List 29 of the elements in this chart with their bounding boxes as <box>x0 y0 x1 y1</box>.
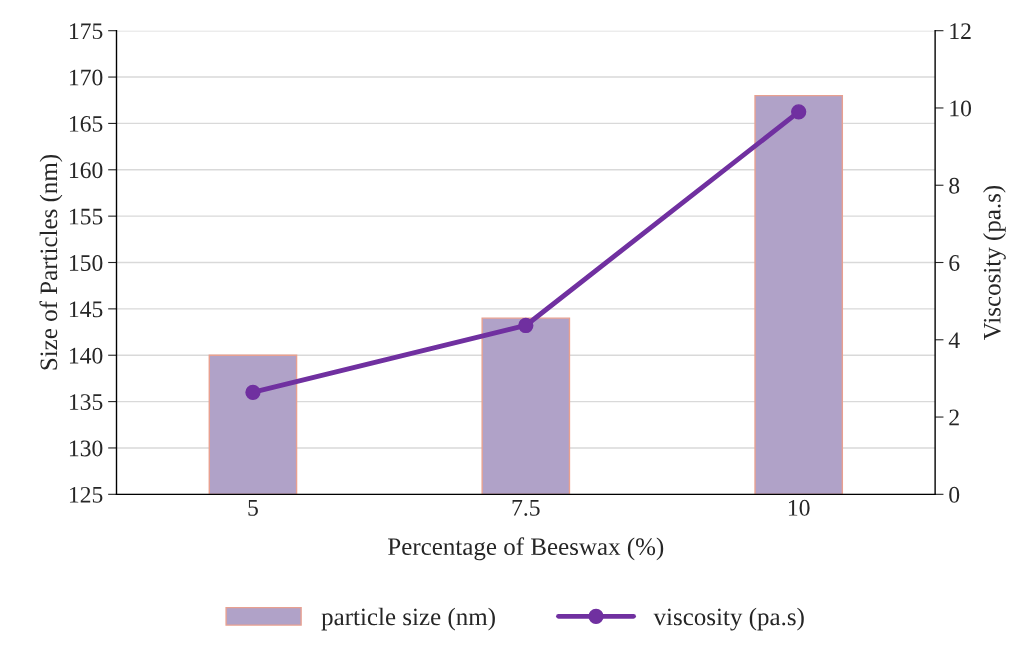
y-tick-label: 175 <box>69 23 103 40</box>
y-tick-label: 130 <box>69 440 103 457</box>
y-tick-label: 155 <box>69 208 103 225</box>
x-tick-label: 5 <box>248 500 258 516</box>
point <box>518 317 534 334</box>
y-axis-title: Size of Particles (nm) <box>39 154 63 370</box>
y2-tick-label: 8 <box>949 177 960 194</box>
y2-tick-label: 0 <box>949 486 960 503</box>
y2-tick-label: 10 <box>950 100 972 117</box>
y-tick-label: 160 <box>69 162 103 179</box>
legend-label: viscosity (pa.s) <box>653 607 804 631</box>
y-tick-label: 140 <box>69 347 103 364</box>
point <box>245 384 261 400</box>
y-tick-label: 135 <box>69 394 103 411</box>
y-tick-label: 125 <box>69 486 103 503</box>
y2-tick-label: 6 <box>949 255 960 271</box>
y2-tick-label: 12 <box>950 23 971 39</box>
point <box>791 104 807 120</box>
y2-tick-label: 2 <box>949 409 959 426</box>
x-tick-label: 7.5 <box>512 500 540 516</box>
y-tick-label: 165 <box>69 115 103 132</box>
x-axis-title: Percentage of Beeswax (%) <box>388 537 664 561</box>
y2-tick-label: 4 <box>948 332 960 348</box>
y2-axis-title: Viscosity (pa.s) <box>983 185 1006 340</box>
x-tick-label: 10 <box>788 499 810 516</box>
y-tick-label: 145 <box>69 301 103 318</box>
y-tick-label: 170 <box>69 69 103 86</box>
y-tick-label: 150 <box>69 255 103 271</box>
legend-label: particle size (nm) <box>321 607 495 631</box>
